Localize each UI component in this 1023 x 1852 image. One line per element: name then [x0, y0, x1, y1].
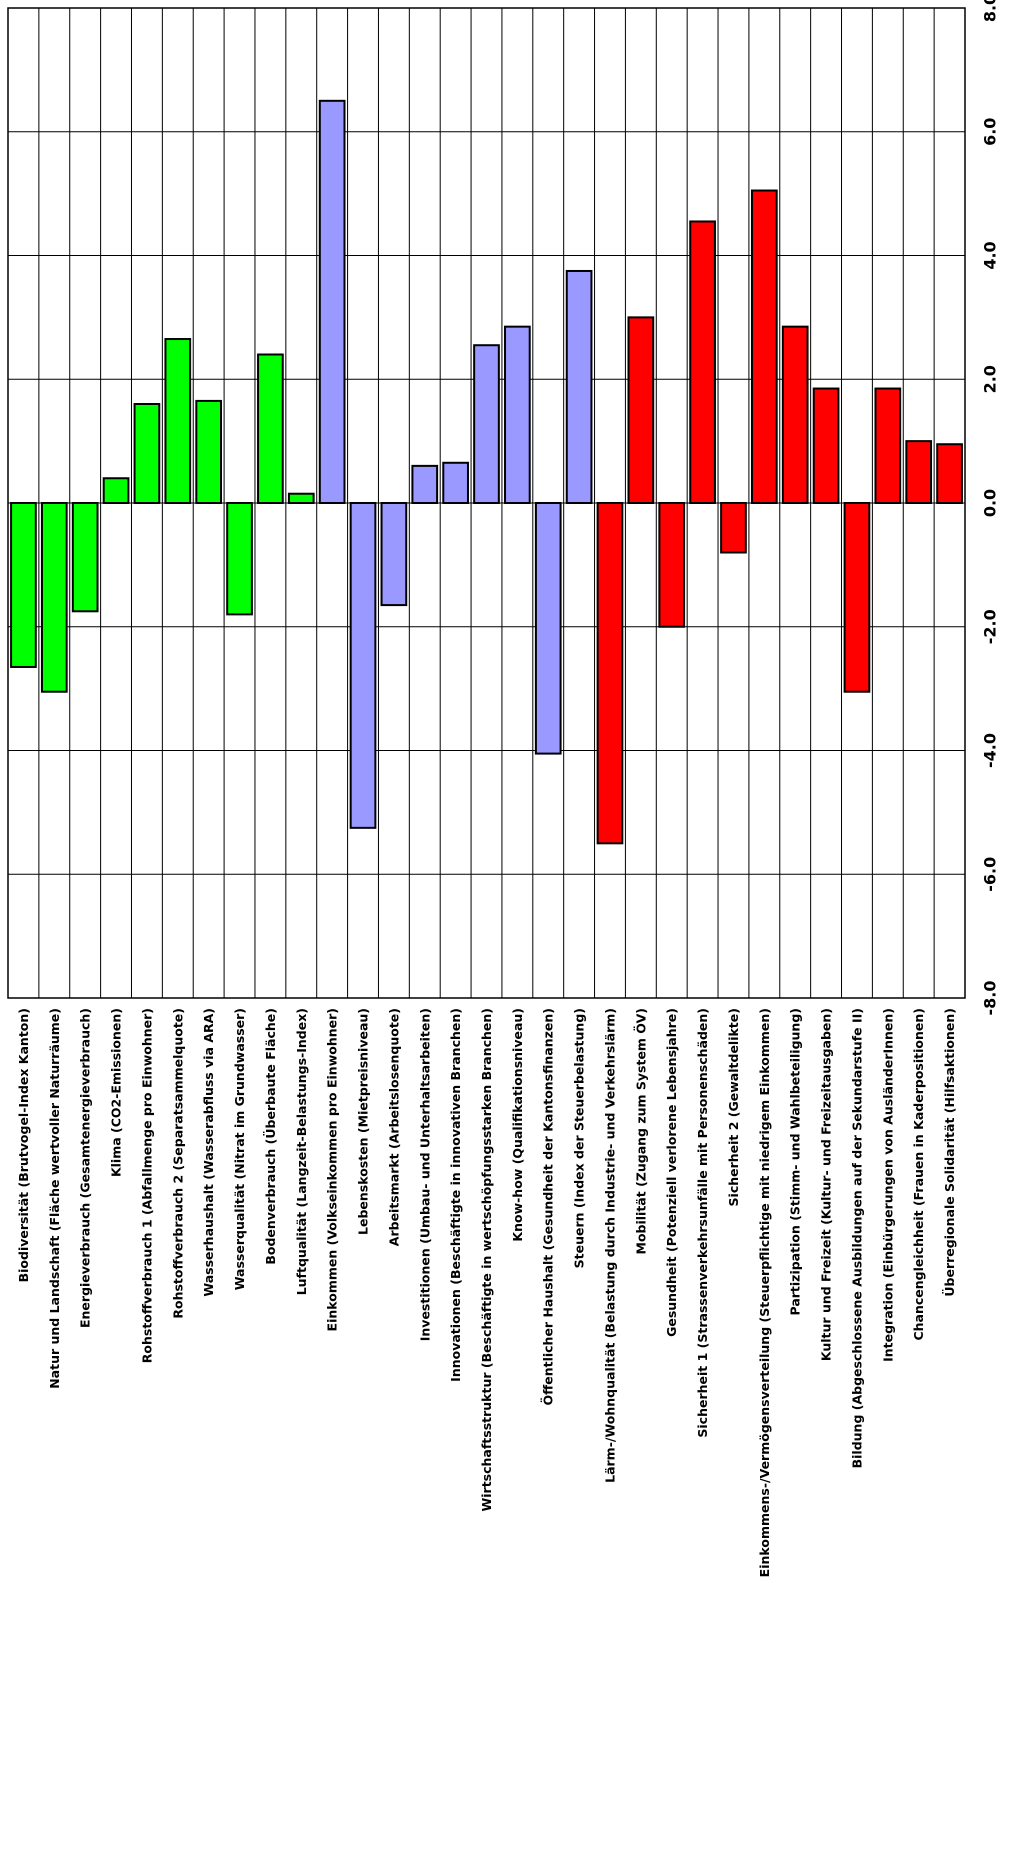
tick-label: 0.0: [981, 489, 1000, 517]
category-label: Gesundheit (Potenziell verlorene Lebensj…: [664, 1008, 679, 1337]
bar-society: [936, 443, 963, 504]
bar-society: [689, 220, 716, 504]
bar-society: [843, 502, 871, 693]
bar-environment: [71, 502, 99, 613]
bar-society: [874, 387, 902, 504]
bar-society: [750, 189, 778, 504]
bar-economy: [349, 502, 377, 829]
plot-frame: [7, 7, 966, 999]
bar-environment: [133, 403, 161, 504]
bar-environment: [195, 399, 223, 504]
category-label: Rohstoffverbrauch 2 (Separatsammelquote): [170, 1008, 185, 1319]
category-label: Kultur und Freizeit (Kultur- und Freizei…: [819, 1008, 834, 1361]
bar-economy: [473, 344, 500, 504]
category-label: Chancengleichheit (Frauen in Kaderpositi…: [911, 1008, 926, 1341]
category-label: Wasserqualität (Nitrat im Grundwasser): [232, 1008, 247, 1290]
category-label: Überregionale Solidarität (Hilfsaktionen…: [942, 1008, 957, 1297]
category-label: Einkommen (Volkseinkommen pro Einwohner): [325, 1008, 340, 1331]
tick-label: 8.0: [981, 0, 1000, 22]
bar-environment: [287, 492, 315, 504]
category-label: Bildung (Abgeschlossene Ausbildungen auf…: [849, 1008, 864, 1468]
bar-environment: [10, 502, 37, 668]
tick-label: 4.0: [981, 241, 1000, 269]
bar-economy: [411, 464, 439, 504]
category-label: Einkommens-/Vermögensverteilung (Steuerp…: [757, 1008, 772, 1577]
bar-society: [627, 316, 655, 504]
bar-economy: [442, 461, 469, 504]
bar-environment: [164, 338, 192, 504]
bar-layer: [10, 99, 963, 845]
tick-label: 2.0: [981, 365, 1000, 393]
bar-economy: [318, 99, 346, 504]
bar-society: [658, 502, 686, 628]
category-label: Luftqualität (Langzeit-Belastungs-Index): [294, 1008, 309, 1295]
bar-environment: [102, 477, 130, 504]
category-label: Lärm-/Wohnqualität (Belastung durch Indu…: [602, 1008, 617, 1483]
category-labels: Biodiversität (Brutvogel-Index Kanton) Na…: [16, 1008, 957, 1577]
category-label: Mobilität (Zugang zum System ÖV): [633, 1008, 648, 1254]
category-label: Sicherheit 1 (Strassenverkehrsunfälle mi…: [695, 1008, 710, 1438]
tick-label: -8.0: [981, 981, 1000, 1016]
bar-economy: [565, 269, 593, 504]
category-label: Wasserhaushalt (Wasserabfluss via ARA): [201, 1008, 216, 1297]
category-label: Biodiversität (Brutvogel-Index Kanton): [16, 1008, 31, 1282]
bar-environment: [257, 353, 284, 504]
bar-society: [781, 325, 809, 504]
category-label: Lebenskosten (Mietpreisniveau): [356, 1008, 371, 1235]
bar-economy: [534, 502, 562, 755]
category-label: Know-how (Qualifikationsniveau): [510, 1008, 525, 1242]
bar-society: [596, 502, 624, 845]
tick-label: -6.0: [981, 857, 1000, 892]
tick-label: 6.0: [981, 118, 1000, 146]
bar-environment: [226, 502, 253, 616]
bar-society: [905, 440, 933, 504]
category-label: Klima (CO2-Emissionen): [109, 1008, 124, 1177]
category-label: Energieverbrauch (Gesamtenergieverbrauch…: [78, 1008, 93, 1328]
category-label: Partizipation (Stimm- und Wahlbeteiligun…: [788, 1008, 803, 1315]
category-label: Sicherheit 2 (Gewaltdelikte): [726, 1008, 741, 1206]
category-label: Innovationen (Beschäftigte in innovative…: [448, 1008, 463, 1382]
bar-society: [720, 502, 747, 554]
category-label: Investitionen (Umbau- und Unterhaltsarbe…: [417, 1008, 432, 1341]
category-label: Wirtschaftsstruktur (Beschäftigte in wer…: [479, 1008, 494, 1512]
value-tick-labels: -8.0 -6.0 -4.0 -2.0 0.0 2.0 4.0 6.0 8.0: [981, 0, 1000, 1015]
bar-economy: [380, 502, 408, 607]
category-label: Steuern (Index der Steuerbelastung): [572, 1008, 587, 1268]
category-label: Rohstoffverbrauch 1 (Abfallmenge pro Ein…: [139, 1008, 154, 1363]
category-label: Integration (Einbürgerungen von Auslände…: [880, 1008, 895, 1362]
bar-economy: [504, 325, 531, 504]
tick-label: -2.0: [981, 609, 1000, 644]
category-label: Bodenverbrauch (Überbaute Fläche): [263, 1008, 278, 1265]
bar-environment: [40, 502, 68, 693]
tick-label: -4.0: [981, 733, 1000, 768]
category-label: Arbeitsmarkt (Arbeitslosenquote): [386, 1008, 401, 1246]
category-label: Natur und Landschaft (Fläche wertvoller …: [47, 1008, 62, 1389]
bar-society: [812, 387, 840, 504]
category-label: Öffentlicher Haushalt (Gesundheit der Ka…: [541, 1008, 556, 1406]
